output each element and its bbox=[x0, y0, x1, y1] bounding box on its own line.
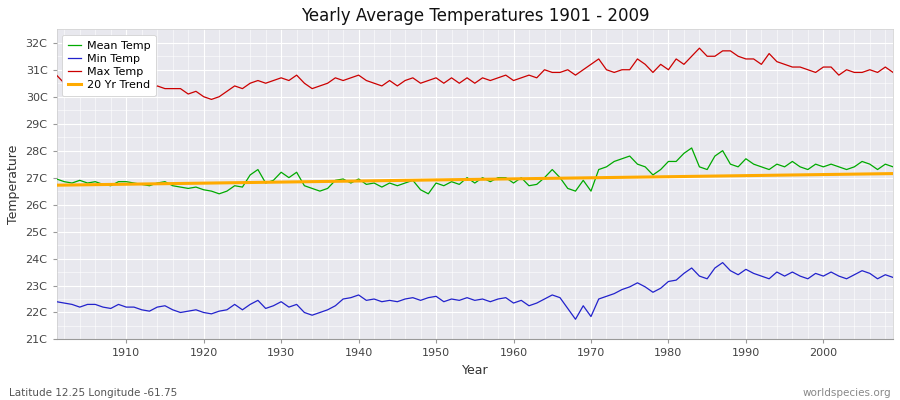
Min Temp bbox=[717, 260, 728, 265]
Mean Temp bbox=[292, 170, 302, 175]
Min Temp bbox=[330, 303, 341, 308]
Max Temp bbox=[292, 73, 302, 78]
Min Temp bbox=[508, 301, 519, 306]
Max Temp bbox=[516, 76, 526, 80]
Title: Yearly Average Temperatures 1901 - 2009: Yearly Average Temperatures 1901 - 2009 bbox=[301, 7, 649, 25]
Line: Min Temp: Min Temp bbox=[57, 262, 893, 319]
Mean Temp bbox=[338, 176, 348, 181]
Min Temp bbox=[500, 295, 511, 300]
Min Temp bbox=[51, 299, 62, 304]
Mean Temp bbox=[608, 159, 619, 164]
Line: Max Temp: Max Temp bbox=[57, 48, 893, 100]
Mean Temp bbox=[516, 175, 526, 180]
Mean Temp bbox=[214, 192, 225, 196]
Min Temp bbox=[284, 305, 294, 310]
Text: worldspecies.org: worldspecies.org bbox=[803, 388, 891, 398]
Mean Temp bbox=[887, 164, 898, 169]
Legend: Mean Temp, Min Temp, Max Temp, 20 Yr Trend: Mean Temp, Min Temp, Max Temp, 20 Yr Tre… bbox=[62, 35, 156, 96]
Mean Temp bbox=[687, 146, 698, 150]
X-axis label: Year: Year bbox=[462, 364, 488, 377]
Min Temp bbox=[887, 275, 898, 280]
Max Temp bbox=[887, 70, 898, 75]
Max Temp bbox=[608, 70, 619, 75]
Y-axis label: Temperature: Temperature bbox=[7, 145, 20, 224]
Min Temp bbox=[113, 302, 124, 307]
Max Temp bbox=[51, 73, 62, 78]
Max Temp bbox=[206, 97, 217, 102]
Min Temp bbox=[570, 317, 580, 322]
Mean Temp bbox=[508, 181, 519, 186]
Max Temp bbox=[338, 78, 348, 83]
Min Temp bbox=[608, 291, 619, 296]
Line: Mean Temp: Mean Temp bbox=[57, 148, 893, 194]
Mean Temp bbox=[51, 176, 62, 181]
Mean Temp bbox=[113, 179, 124, 184]
Max Temp bbox=[113, 81, 124, 86]
Max Temp bbox=[508, 78, 519, 83]
Max Temp bbox=[694, 46, 705, 50]
Text: Latitude 12.25 Longitude -61.75: Latitude 12.25 Longitude -61.75 bbox=[9, 388, 177, 398]
